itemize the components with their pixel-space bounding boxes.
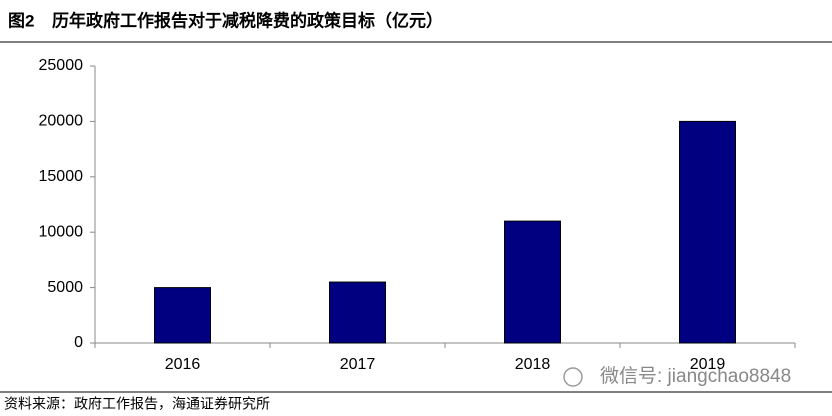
bar bbox=[154, 287, 211, 344]
bar bbox=[679, 120, 736, 344]
chart-title: 历年政府工作报告对于减税降费的政策目标（亿元） bbox=[52, 10, 443, 30]
y-tick-label: 25000 bbox=[39, 57, 84, 74]
x-tick-label: 2017 bbox=[340, 356, 376, 373]
y-tick-label: 10000 bbox=[39, 223, 84, 240]
y-tick-label: 15000 bbox=[39, 168, 84, 185]
figure-label: 图2 bbox=[8, 11, 34, 30]
watermark: 微信号: jiangchao8848 bbox=[600, 365, 791, 387]
y-tick-label: 0 bbox=[74, 334, 83, 351]
bar bbox=[329, 281, 386, 344]
x-tick-label: 2018 bbox=[515, 356, 551, 373]
x-tick-label: 2019 bbox=[690, 356, 726, 373]
y-tick-label: 20000 bbox=[39, 113, 84, 130]
bar bbox=[504, 220, 561, 344]
x-tick-label: 2016 bbox=[165, 356, 201, 373]
source-note: 资料来源：政府工作报告，海通证券研究所 bbox=[4, 396, 270, 412]
wechat-icon bbox=[563, 367, 583, 387]
y-tick-label: 5000 bbox=[47, 279, 83, 296]
